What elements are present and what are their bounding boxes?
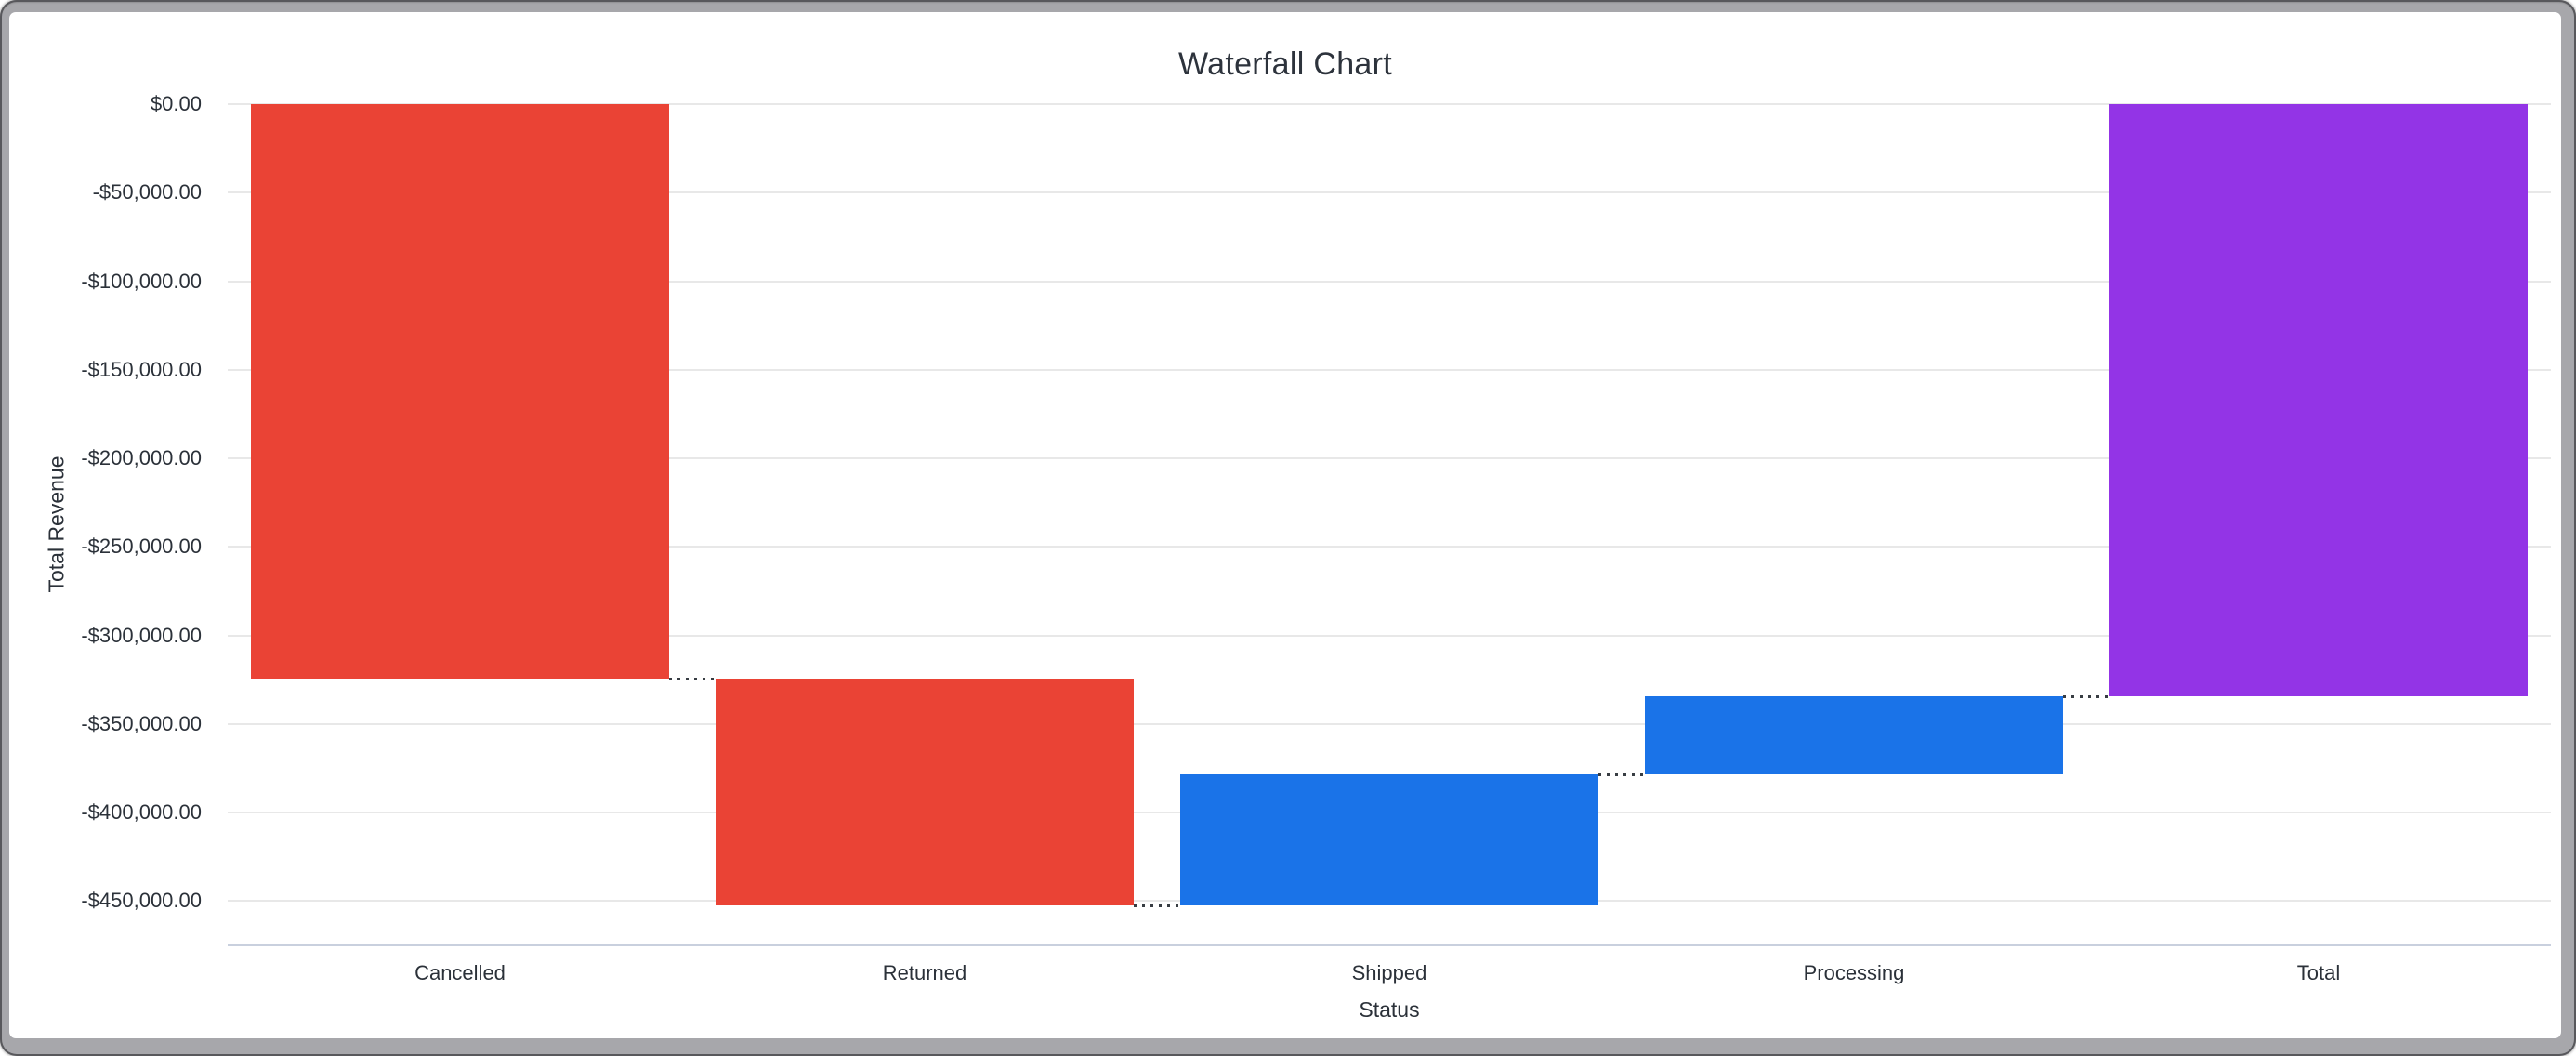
waterfall-connector [1134,904,1180,907]
y-tick-label: -$300,000.00 [81,623,202,647]
gridline [228,368,2551,371]
y-tick-label: -$150,000.00 [81,357,202,381]
gridline [228,546,2551,548]
y-tick-label: -$350,000.00 [81,711,202,735]
y-tick-label: -$450,000.00 [81,889,202,913]
y-tick-label: -$200,000.00 [81,446,202,470]
y-tick-label: $0.00 [150,92,202,115]
x-axis-title: Status [1359,997,1420,1022]
x-axis-line [228,944,2551,946]
gridline [228,103,2551,105]
x-tick-label: Cancelled [414,961,506,984]
gridline [228,634,2551,637]
waterfall-connector [1598,773,1645,777]
bar-processing[interactable] [1645,695,2063,775]
gridline [228,280,2551,283]
x-tick-label: Total [2296,961,2341,984]
chart-card: Waterfall Chart $0.00 -$50,000.00 -$100,00… [9,12,2561,1038]
plot-area [228,103,2551,946]
y-tick-label: -$50,000.00 [92,180,202,205]
x-tick-label: Returned [882,961,967,984]
y-tick-label: -$400,000.00 [81,800,202,825]
bar-shipped[interactable] [1180,774,1598,905]
x-tick-label: Shipped [1351,961,1427,984]
gridline [228,191,2551,194]
bar-cancelled[interactable] [251,104,669,680]
chart-title: Waterfall Chart [1178,46,1392,82]
bar-total[interactable] [2109,104,2528,696]
y-tick-label: -$250,000.00 [81,535,202,559]
gridline [228,722,2551,725]
x-tick-label: Processing [1803,961,1905,984]
gridline [228,457,2551,460]
waterfall-connector [2063,694,2109,698]
bar-returned[interactable] [716,679,1134,905]
waterfall-connector [669,678,716,681]
y-axis-title: Total Revenue [44,455,69,593]
y-tick-label: -$100,000.00 [81,269,202,293]
